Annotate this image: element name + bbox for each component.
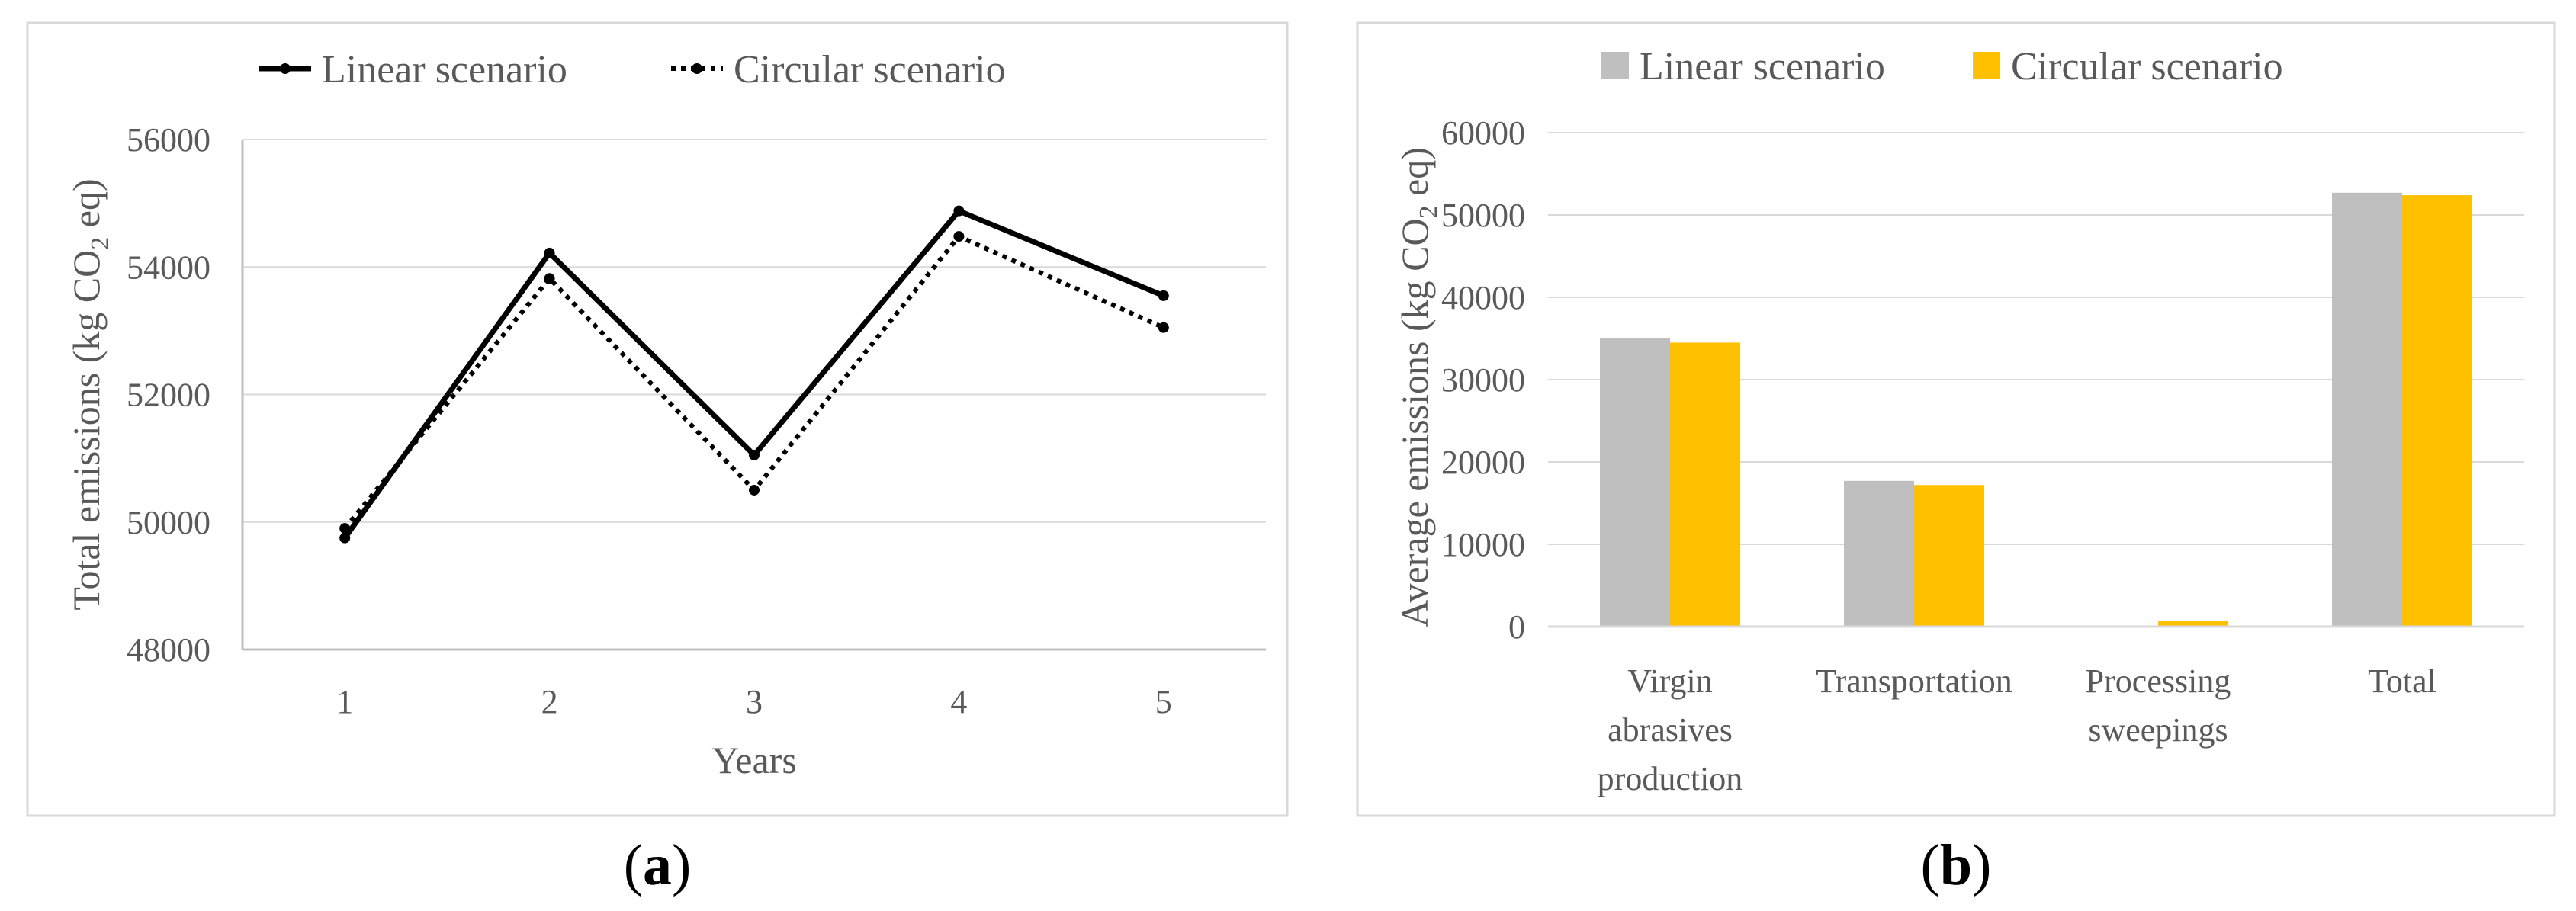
y-tick-label: 0 bbox=[1508, 608, 1525, 646]
bar-circular bbox=[2158, 621, 2228, 627]
x-tick-label: 2 bbox=[541, 683, 558, 720]
panel-a-line-chart: 48000 50000 52000 54000 56000 1 2 3 4 5 Years Total… bbox=[65, 48, 1266, 781]
panel-a-label: (a) bbox=[624, 833, 692, 897]
legend-label-circular: Circular scenario bbox=[2011, 45, 2283, 88]
x-tick-label: sweepings bbox=[2088, 711, 2228, 749]
y-tick-label: 50000 bbox=[127, 504, 210, 541]
y-tick-label: 52000 bbox=[127, 377, 210, 414]
bar-linear bbox=[1844, 480, 1914, 627]
panel-b-bar-chart: 0 10000 20000 30000 40000 50000 60000 Virgin abr… bbox=[1393, 45, 2524, 797]
y-tick-label: 54000 bbox=[127, 249, 210, 286]
data-point-linear bbox=[1158, 290, 1169, 301]
bar-circular bbox=[1914, 485, 1984, 627]
y-tick-label: 40000 bbox=[1441, 279, 1525, 316]
y-axis-title-tail: eq) bbox=[1393, 147, 1436, 205]
legend-swatch-circular bbox=[1973, 52, 2000, 79]
bar-linear bbox=[2332, 192, 2402, 627]
x-tick-label: 1 bbox=[336, 683, 353, 720]
data-point-linear bbox=[953, 205, 965, 217]
x-tick-label: production bbox=[1598, 760, 1743, 797]
data-point-linear bbox=[544, 247, 555, 258]
y-axis-title: Average emissions (kg CO2 eq) bbox=[1393, 147, 1443, 627]
y-tick-label: 48000 bbox=[127, 631, 210, 669]
y-axis-title-main: Total emissions (kg CO bbox=[65, 250, 108, 611]
x-axis-title: Years bbox=[711, 739, 797, 781]
y-tick-label: 56000 bbox=[127, 121, 210, 159]
y-tick-label: 50000 bbox=[1441, 197, 1525, 234]
data-point-circular bbox=[339, 523, 351, 534]
data-point-circular bbox=[544, 273, 555, 284]
y-axis-title: Total emissions (kg CO2 eq) bbox=[65, 178, 114, 610]
data-point-linear bbox=[339, 532, 351, 544]
y-tick-label: 60000 bbox=[1441, 114, 1525, 152]
x-tick-label: Virgin bbox=[1627, 662, 1712, 700]
x-tick-label: Processing bbox=[2086, 662, 2231, 700]
x-tick-label: Total bbox=[2368, 662, 2436, 700]
legend-marker-linear bbox=[280, 63, 291, 74]
data-point-circular bbox=[749, 484, 760, 496]
data-point-circular bbox=[1158, 322, 1169, 333]
panel-a-frame bbox=[26, 21, 1289, 817]
data-point-circular bbox=[953, 231, 965, 242]
data-point-linear bbox=[749, 449, 760, 460]
y-axis-title-subscript: 2 bbox=[1415, 205, 1443, 218]
x-tick-label: 4 bbox=[950, 683, 967, 720]
y-axis-title-tail: eq) bbox=[65, 178, 108, 236]
y-tick-label: 10000 bbox=[1441, 526, 1525, 563]
y-axis-title-main: Average emissions (kg CO bbox=[1393, 218, 1436, 627]
x-tick-label: Transportation bbox=[1816, 662, 2012, 700]
y-axis-title-subscript: 2 bbox=[86, 237, 114, 250]
x-tick-label: 5 bbox=[1155, 683, 1172, 720]
legend-label-linear: Linear scenario bbox=[1640, 45, 1885, 88]
y-tick-label: 30000 bbox=[1441, 361, 1525, 399]
bar-circular bbox=[1670, 342, 1740, 627]
legend-label-circular: Circular scenario bbox=[734, 48, 1006, 91]
x-tick-label: 3 bbox=[746, 683, 763, 720]
legend-swatch-linear bbox=[1601, 52, 1629, 79]
bar-circular bbox=[2402, 195, 2472, 627]
y-tick-label: 20000 bbox=[1441, 444, 1525, 481]
panel-b-label: (b) bbox=[1921, 833, 1992, 897]
bar-linear bbox=[1600, 338, 1670, 627]
x-tick-label: abrasives bbox=[1608, 711, 1733, 749]
legend-label-linear: Linear scenario bbox=[322, 48, 567, 91]
legend-marker-circular bbox=[692, 63, 702, 74]
